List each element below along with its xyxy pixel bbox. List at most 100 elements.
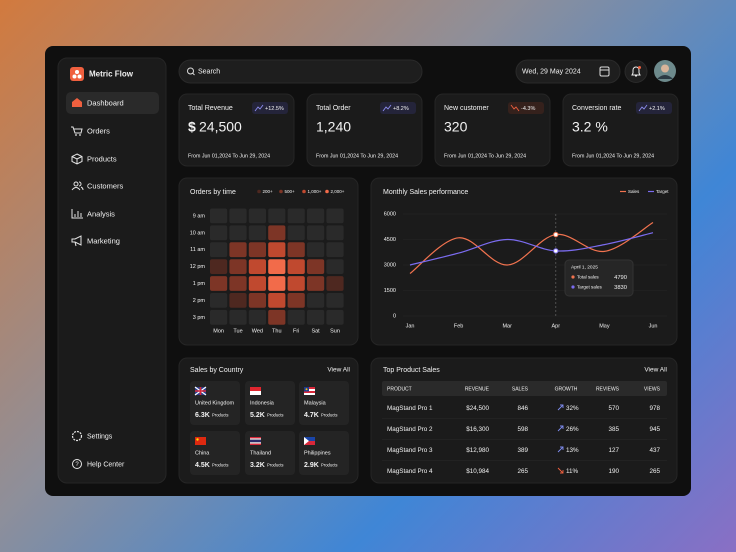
heatmap-cell: [287, 309, 305, 325]
nav-icon: [72, 459, 82, 469]
kpi-prefix: $: [188, 119, 196, 135]
nav-icon: [79, 134, 81, 136]
country-value: 5.2K: [250, 412, 265, 419]
hover-point: [553, 248, 559, 254]
card-title: Top Product Sales: [383, 367, 440, 374]
table-cell: 32%: [566, 405, 579, 412]
table-cell: $12,980: [466, 447, 489, 454]
table-cell: 190: [608, 468, 619, 475]
column-label: Sat: [311, 328, 320, 334]
growth-arrow: [557, 446, 564, 453]
view-all-link[interactable]: View All: [644, 367, 667, 374]
heatmap-cell: [287, 293, 305, 308]
card-title: Sales by Country: [190, 367, 244, 374]
kpi-value: 320: [444, 119, 468, 135]
heatmap-cell: [326, 259, 344, 274]
hover-point: [553, 231, 559, 238]
legend-label: Sales: [628, 189, 640, 194]
kpi-change-icon: [382, 104, 392, 112]
heatmap-cell: [210, 242, 228, 258]
heatmap-cell: [268, 208, 286, 224]
y-tick-label: 0: [393, 313, 396, 319]
nav-item[interactable]: Marketing: [87, 236, 120, 245]
table-cell: 846: [517, 405, 528, 412]
notification-button[interactable]: [624, 60, 648, 83]
legend-label: Target: [656, 189, 669, 194]
flag: [250, 437, 261, 439]
heatmap-cell: [248, 208, 266, 224]
date: Wed, 29 May 2024: [522, 68, 581, 75]
table-header-bg: [382, 381, 667, 396]
row-label: 10 am: [190, 230, 206, 236]
nav-active-bg: [66, 92, 159, 114]
column-label: Thu: [272, 328, 281, 334]
flag: [250, 391, 261, 395]
flag: [304, 437, 309, 445]
heatmap-cell: [268, 242, 286, 258]
table-header: VIEWS: [644, 386, 661, 392]
table-cell: MagStand Pro 1: [387, 405, 433, 412]
search-placeholder: Search: [198, 68, 220, 75]
heatmap-cell: [307, 242, 325, 258]
nav-item[interactable]: Help Center: [87, 461, 125, 468]
search-box[interactable]: [178, 59, 423, 84]
heatmap-cell: [210, 259, 228, 274]
card-title: Monthly Sales performance: [383, 189, 468, 196]
nav-item[interactable]: Settings: [87, 433, 113, 440]
nav-icon: [71, 153, 83, 165]
table-cell: 265: [649, 468, 660, 475]
table-cell: 11%: [566, 468, 579, 475]
tooltip-value: 4790: [614, 275, 627, 281]
card-title: Orders by time: [190, 189, 236, 196]
nav-icon: [73, 181, 79, 187]
row-label: 3 pm: [193, 315, 206, 321]
x-tick-label: May: [599, 323, 610, 329]
app-name: Metric Flow: [89, 70, 134, 79]
heatmap-cell: [307, 208, 325, 224]
bell-icon: [631, 66, 641, 77]
country-name: China: [195, 450, 210, 456]
heatmap-cell: [287, 276, 305, 291]
flag: [304, 387, 315, 389]
country-unit: Products: [321, 463, 338, 468]
heatmap-cell: [248, 309, 266, 325]
legend-swatch: [302, 189, 306, 194]
country-unit: Products: [212, 413, 229, 418]
kpi-period: From Jun 01,2024 To Jun 29, 2024: [316, 153, 398, 159]
kpi-title: Total Order: [316, 105, 351, 112]
legend-swatch: [279, 189, 283, 194]
heatmap-cell: [229, 259, 247, 274]
nav-item[interactable]: Customers: [87, 181, 124, 190]
x-tick-label: Jun: [649, 323, 658, 329]
heatmap-cell: [229, 208, 247, 224]
nav-icon: [72, 98, 82, 107]
kpi-title: New customer: [444, 105, 489, 112]
flag: [304, 437, 315, 441]
legend-swatch: [325, 189, 329, 194]
date-box[interactable]: [515, 59, 621, 84]
heatmap-cell: [307, 309, 325, 325]
heatmap-cell: [326, 309, 344, 325]
nav-item[interactable]: Dashboard: [87, 98, 124, 107]
heatmap-cell: [210, 208, 228, 224]
table-header: PRODUCT: [387, 386, 412, 392]
country-name: Philippines: [304, 450, 331, 456]
flag: [304, 393, 315, 395]
country-unit: Products: [212, 463, 229, 468]
nav-icon: [71, 181, 84, 191]
nav-item[interactable]: Products: [87, 154, 117, 163]
kpi-change-badge: [252, 102, 288, 114]
nav-item[interactable]: Orders: [87, 126, 110, 135]
nav-icon: [71, 209, 83, 219]
flag: [250, 442, 261, 444]
view-all-link[interactable]: View All: [327, 367, 350, 374]
heatmap-cell: [268, 293, 286, 308]
heatmap-cell: [326, 225, 344, 241]
table-cell: 127: [608, 447, 619, 454]
nav-item[interactable]: Analysis: [87, 209, 115, 218]
x-tick-label: Mar: [502, 323, 512, 329]
heatmap-cell: [326, 208, 344, 224]
growth-arrow: [557, 467, 564, 474]
kpi-change: -4.3%: [521, 106, 535, 112]
